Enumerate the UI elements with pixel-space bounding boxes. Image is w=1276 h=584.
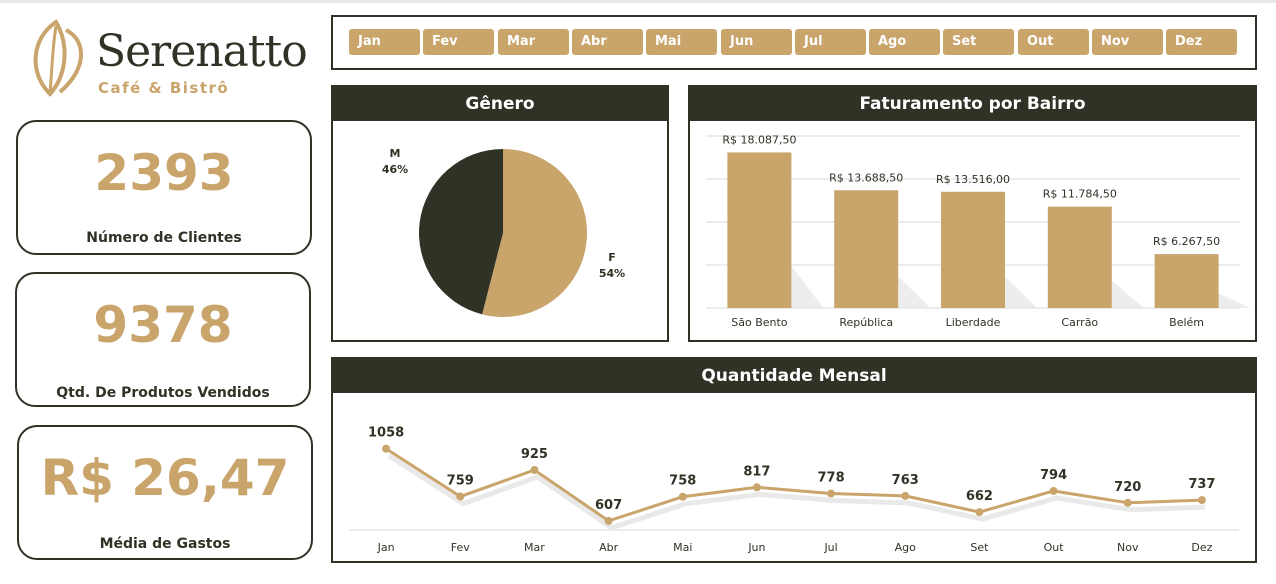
bar-0	[727, 152, 792, 308]
line-category-label: Ago	[895, 541, 917, 554]
bar-data-label: R$ 18.087,50	[722, 133, 796, 146]
revenue-panel: Faturamento por Bairro R$ 18.087,50 São B…	[688, 85, 1257, 342]
kpi-value: 9378	[93, 296, 233, 354]
month-button-ago[interactable]: Ago	[869, 29, 940, 55]
bar-2	[941, 191, 1005, 308]
line-point	[901, 491, 910, 500]
line-category-label: Nov	[1117, 541, 1139, 554]
bar-category-label: Liberdade	[946, 316, 1001, 329]
line-point	[678, 492, 687, 501]
line-data-label: 794	[1040, 468, 1067, 483]
month-filter: Jan Fev Mar Abr Mai Jun Jul Ago Set Out Nov Dez	[331, 15, 1257, 70]
line-data-label: 817	[743, 464, 770, 479]
month-button-set[interactable]: Set	[943, 29, 1014, 55]
month-button-jul[interactable]: Jul	[795, 29, 866, 55]
kpi-label: Média de Gastos	[99, 536, 231, 552]
line-category-label: Abr	[599, 541, 619, 554]
line-point	[1123, 498, 1132, 507]
line-data-label: 662	[966, 489, 993, 504]
monthly-panel: Quantidade Mensal 1058 Jan 759 Fev 925 Mar 607…	[331, 357, 1257, 563]
bar-shadow	[1111, 280, 1144, 308]
line-point	[604, 516, 613, 525]
brand-tagline: Café & Bistrô	[98, 79, 230, 97]
line-point	[530, 466, 539, 474]
gender-title: Gênero	[333, 87, 667, 121]
bar-data-label: R$ 6.267,50	[1153, 235, 1220, 248]
leaf-logo-icon	[33, 19, 83, 97]
bar-4	[1154, 254, 1219, 308]
line-category-label: Set	[970, 541, 989, 554]
line-data-label: 720	[1114, 480, 1141, 495]
monthly-line-chart: 1058 Jan 759 Fev 925 Mar 607 Abr 758 Mai 817 Jun 778…	[349, 426, 1239, 554]
line-category-label: Jan	[377, 541, 395, 554]
line-data-label: 925	[521, 447, 548, 462]
line-shadow	[387, 453, 1206, 531]
month-button-jun[interactable]: Jun	[721, 29, 792, 55]
line-data-label: 759	[447, 474, 474, 489]
month-button-abr[interactable]: Abr	[572, 29, 643, 55]
line-series	[385, 447, 1202, 523]
line-category-label: Dez	[1191, 541, 1212, 554]
bar-shadow	[898, 276, 931, 308]
line-category-label: Jul	[823, 541, 837, 554]
line-category-label: Jun	[747, 541, 765, 554]
line-data-label: 763	[892, 473, 919, 488]
line-category-label: Mar	[524, 541, 545, 554]
line-point	[456, 492, 465, 501]
line-data-label: 758	[669, 474, 696, 489]
kpi-value: R$ 26,47	[40, 449, 290, 507]
month-button-fev[interactable]: Fev	[423, 29, 494, 55]
pie-label-f: F 54%	[599, 251, 625, 280]
kpi-card-products: 9378 Qtd. De Produtos Vendidos	[15, 272, 311, 407]
bar-shadow	[1218, 293, 1251, 308]
month-button-out[interactable]: Out	[1018, 29, 1089, 55]
pie-label-m: M 46%	[382, 147, 408, 176]
line-point	[975, 508, 984, 517]
month-button-nov[interactable]: Nov	[1092, 29, 1163, 55]
month-button-mai[interactable]: Mai	[646, 29, 717, 55]
bar-data-label: R$ 11.784,50	[1043, 188, 1117, 201]
bar-shadow	[791, 266, 824, 308]
pie-slice-m	[418, 149, 503, 315]
bar-data-label: R$ 13.688,50	[829, 171, 903, 184]
bar-category-label: Belém	[1169, 316, 1204, 329]
month-button-jan[interactable]: Jan	[349, 29, 420, 55]
pie-slice-f	[482, 149, 587, 317]
line-point	[827, 489, 836, 498]
bar-shadow	[1005, 276, 1037, 308]
line-data-label: 607	[595, 498, 622, 513]
line-point	[1197, 496, 1206, 505]
kpi-label: Número de Clientes	[86, 230, 242, 246]
kpi-label: Qtd. De Produtos Vendidos	[56, 385, 270, 401]
line-data-label: 1058	[368, 426, 404, 441]
kpi-card-avg-spend: R$ 26,47 Média de Gastos	[17, 425, 313, 560]
bar-category-label: São Bento	[731, 316, 788, 329]
line-point	[382, 444, 391, 453]
brand-name: Serenatto	[96, 26, 308, 77]
bar-category-label: Carrão	[1061, 316, 1098, 329]
brand-logo: Serenatto Café & Bistrô	[26, 16, 316, 100]
line-category-label: Out	[1044, 541, 1065, 554]
month-button-mar[interactable]: Mar	[498, 29, 569, 55]
bar-category-label: República	[839, 316, 893, 329]
line-data-label: 778	[818, 471, 845, 486]
month-button-dez[interactable]: Dez	[1166, 29, 1237, 55]
line-point	[1049, 486, 1058, 495]
line-category-label: Mai	[673, 541, 692, 554]
gender-panel: Gênero F 54% M 46%	[331, 85, 669, 342]
revenue-title: Faturamento por Bairro	[690, 87, 1255, 121]
bar-1	[834, 190, 899, 308]
line-category-label: Fev	[451, 541, 470, 554]
monthly-title: Quantidade Mensal	[333, 359, 1255, 393]
kpi-value: 2393	[94, 144, 234, 202]
kpi-card-clients: 2393 Número de Clientes	[16, 120, 312, 255]
revenue-bar-chart: R$ 18.087,50 São Bento R$ 13.688,50 Repúbli…	[706, 133, 1251, 329]
bar-data-label: R$ 13.516,00	[936, 173, 1010, 186]
top-border	[0, 0, 1276, 3]
gender-pie-chart: F 54% M 46%	[382, 147, 625, 317]
line-point	[752, 483, 761, 492]
bar-3	[1047, 206, 1112, 308]
line-data-label: 737	[1188, 477, 1215, 492]
